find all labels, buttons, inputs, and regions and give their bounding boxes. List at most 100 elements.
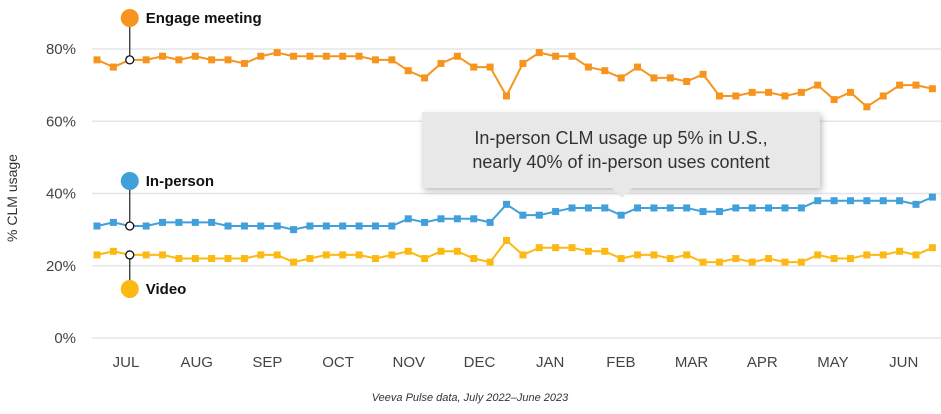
data-point [355,251,363,259]
data-point [437,59,445,67]
data-point [519,59,527,67]
data-point [584,63,592,71]
data-point [404,247,412,255]
data-point [175,56,183,64]
annotation-line-2: nearly 40% of in-person uses content [472,152,770,172]
data-point [846,197,854,205]
data-point [879,251,887,259]
data-point [159,52,167,60]
y-axis-ticks: 0% 20% 40% 60% 80% [46,41,76,347]
data-point [191,218,199,226]
data-point [339,222,347,230]
data-point [142,56,150,64]
data-point [715,92,723,100]
annotation-callout: In-person CLM usage up 5% in U.S., nearly… [422,112,820,198]
data-point [290,52,298,60]
legend-marker [125,221,135,231]
data-point [879,197,887,205]
data-point [388,56,396,64]
legend-item: Engage meeting [120,9,262,65]
data-point [912,251,920,259]
data-point [322,52,330,60]
data-point [273,222,281,230]
data-point [437,215,445,223]
data-point [863,251,871,259]
data-point [208,255,216,263]
data-point [748,204,756,212]
data-point [846,88,854,96]
data-point [503,200,510,208]
data-point [240,255,248,263]
data-point [93,222,101,230]
data-point [109,218,117,226]
series-in-person [93,193,936,234]
data-point [732,255,740,263]
data-point [535,211,543,219]
data-point [404,215,412,223]
data-point [896,81,904,89]
data-point [634,204,642,212]
data-point [290,258,298,266]
series-video [93,236,936,266]
data-point [634,63,642,71]
data-point [93,56,101,64]
data-point [715,208,723,216]
data-point [732,92,740,100]
data-point [552,244,560,252]
data-point [339,251,347,259]
legend: Engage meeting In-person Video [120,9,262,298]
data-point [748,88,756,96]
x-tick-label: OCT [322,354,354,371]
data-point [355,52,363,60]
data-point [617,74,625,82]
data-point [617,255,625,263]
x-tick-label: SEP [252,354,282,371]
data-point [699,70,707,78]
data-point [797,258,805,266]
data-point [388,222,396,230]
y-tick-label: 0% [54,330,76,347]
data-point [732,204,740,212]
data-point [519,251,527,259]
data-point [224,56,232,64]
gridlines [92,48,941,339]
data-point [601,204,609,212]
data-point [142,222,150,230]
data-point [175,218,183,226]
series-line [96,196,933,231]
y-tick-label: 40% [46,186,76,203]
data-point [568,244,576,252]
x-tick-label: MAY [817,354,848,371]
data-point [273,251,281,259]
data-point [617,211,625,219]
data-point [486,218,494,226]
data-point [486,258,494,266]
legend-dot-icon [120,9,139,27]
data-point [371,255,379,263]
data-point [683,204,691,212]
data-point [666,74,674,82]
data-point [306,52,314,60]
data-point [240,222,248,230]
data-point [257,52,265,60]
series-engage-meeting [93,49,936,111]
data-point [470,255,478,263]
data-point [470,215,478,223]
data-point [765,255,773,263]
data-point [535,49,543,57]
data-point [535,244,543,252]
legend-label: Engage meeting [146,10,262,27]
data-point [290,226,298,234]
data-point [666,204,674,212]
data-point [863,197,871,205]
data-point [257,251,265,259]
data-point [421,218,429,226]
data-point [208,218,216,226]
data-point [486,63,494,71]
data-point [797,204,805,212]
legend-label: In-person [146,173,214,190]
data-point [503,236,510,244]
legend-marker [125,250,135,260]
x-tick-label: APR [747,354,778,371]
data-point [830,255,838,263]
